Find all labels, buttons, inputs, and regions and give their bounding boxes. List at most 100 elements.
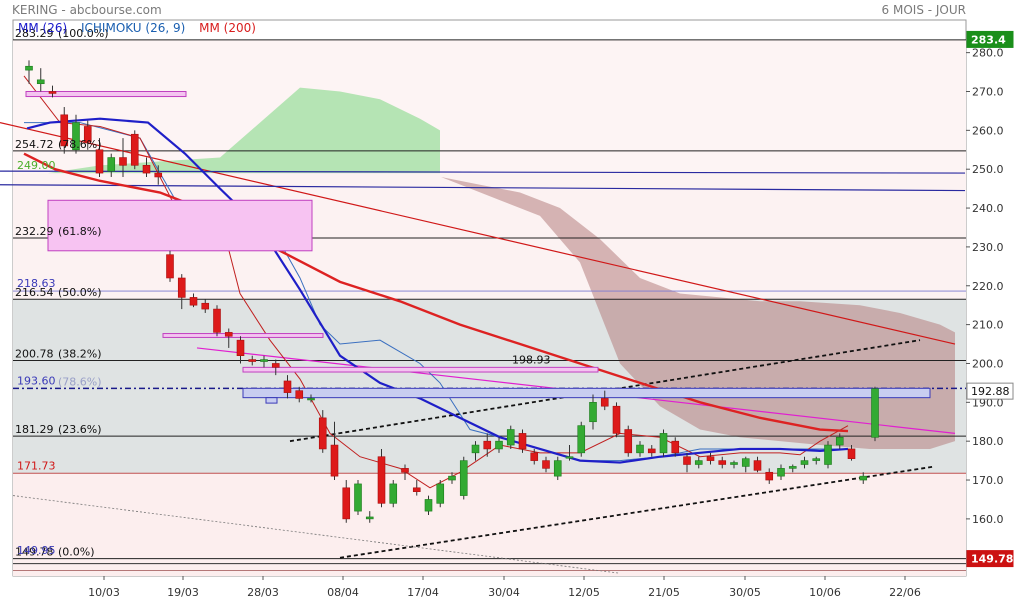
candle-body <box>377 456 386 504</box>
fib-value: 200.78 <box>15 347 54 360</box>
y-tick-label: 220.0 <box>972 280 1004 293</box>
indicator-legend: MM (26) ICHIMOKU (26, 9) MM (200) <box>18 21 266 35</box>
x-tick-label: 10/03 <box>88 586 120 599</box>
candle-body <box>542 460 550 469</box>
chart-title: KERING - abcbourse.com <box>12 3 162 17</box>
candle-body <box>330 444 339 477</box>
candle-body <box>412 487 421 492</box>
box-pink-4 <box>242 366 599 373</box>
candle-body <box>83 126 92 143</box>
annotation-786: (78.6%) <box>58 375 102 388</box>
x-tick-label: 19/03 <box>167 586 199 599</box>
candle-body <box>589 402 597 423</box>
candle-body <box>612 405 621 434</box>
x-tick-label: 17/04 <box>407 586 439 599</box>
fib-pct: (78.6%) <box>58 138 102 151</box>
candle-body <box>824 444 832 465</box>
candle-body <box>142 165 151 174</box>
x-tick-label: 10/06 <box>809 586 841 599</box>
candle-body <box>224 332 233 337</box>
candle-body <box>859 475 868 481</box>
candle-body <box>283 380 292 393</box>
fib-pct: (61.8%) <box>58 225 102 238</box>
x-tick-label: 30/05 <box>729 586 761 599</box>
candle-body <box>166 254 174 279</box>
price-badge-label: 283.4 <box>971 33 1006 46</box>
fib-pct: (0.0%) <box>58 546 95 559</box>
candle-body <box>530 452 539 461</box>
y-tick-label: 210.0 <box>972 319 1004 332</box>
legend-mm200: MM (200) <box>199 21 256 35</box>
candle-body <box>812 458 821 461</box>
box-blue-2 <box>265 397 278 404</box>
zone-pink-top <box>13 39 966 174</box>
candle-body <box>260 359 268 362</box>
fib-value: 149.78 <box>15 546 54 559</box>
trendline-downtrend-1 <box>0 121 956 345</box>
level-label: 149.95 <box>17 544 56 557</box>
candle-body <box>694 460 703 465</box>
candle-body <box>424 499 433 512</box>
level-label: 171.73 <box>17 459 56 472</box>
candle-body <box>800 460 809 465</box>
y-tick-label: 260.0 <box>972 124 1004 137</box>
candle-body <box>389 483 398 504</box>
y-tick-label: 280.0 <box>972 47 1004 60</box>
price-badge <box>966 30 1014 48</box>
fib-value: 216.54 <box>15 286 54 299</box>
candle-body <box>730 462 738 465</box>
candle-body <box>671 440 680 454</box>
candle-body <box>659 433 668 454</box>
candle-body <box>107 157 116 172</box>
y-tick-label: 250.0 <box>972 163 1004 176</box>
trendline-gray-dotted <box>12 495 621 574</box>
fib-value: 181.29 <box>15 423 54 436</box>
candle-body <box>130 133 139 166</box>
candle-body <box>600 398 609 407</box>
fib-pct: (38.2%) <box>58 347 102 360</box>
price-badge-label: 192.88 <box>971 385 1010 398</box>
candle-body <box>354 483 362 512</box>
candle-body <box>683 456 691 465</box>
legend-ichimoku: ICHIMOKU (26, 9) <box>80 21 186 35</box>
x-tick-label: 22/06 <box>889 586 921 599</box>
candle-body <box>189 297 198 306</box>
fib-value: 254.72 <box>15 138 54 151</box>
x-tick-label: 12/05 <box>568 586 600 599</box>
candle-body <box>201 302 210 310</box>
candle-body <box>518 433 527 450</box>
candle-body <box>365 516 374 520</box>
candle-body <box>565 456 574 459</box>
candle-body <box>177 277 186 298</box>
y-tick-label: 270.0 <box>972 85 1004 98</box>
period-label: 6 MOIS - JOUR <box>881 3 966 17</box>
y-tick-label: 230.0 <box>972 241 1004 254</box>
y-tick-label: 200.0 <box>972 357 1004 370</box>
candle-body <box>495 440 503 450</box>
candle-body <box>436 483 445 504</box>
y-tick-label: 160.0 <box>972 513 1004 526</box>
candle-body <box>741 458 750 467</box>
candle-body <box>36 79 45 85</box>
kumo-bearish <box>441 176 955 449</box>
trendline-channel-blue-upper <box>0 170 966 174</box>
box-pink-1 <box>25 90 187 98</box>
ma200-line <box>23 152 849 433</box>
candle-body <box>777 468 785 477</box>
candle-body <box>765 471 774 481</box>
x-tick-label: 08/04 <box>327 586 359 599</box>
candle-body <box>401 468 409 473</box>
candle-body <box>95 149 104 174</box>
y-tick-label: 170.0 <box>972 474 1004 487</box>
candle-body <box>25 65 33 71</box>
x-tick-label: 30/04 <box>488 586 520 599</box>
candle-body <box>60 114 69 147</box>
candle-body <box>788 466 797 469</box>
box-pink-2 <box>47 199 313 252</box>
price-badge <box>966 550 1014 568</box>
candle-body <box>342 487 351 520</box>
legend-mm26: MM (26) <box>18 21 68 35</box>
fib-value: 232.29 <box>15 225 54 238</box>
ma26-line <box>26 117 849 464</box>
